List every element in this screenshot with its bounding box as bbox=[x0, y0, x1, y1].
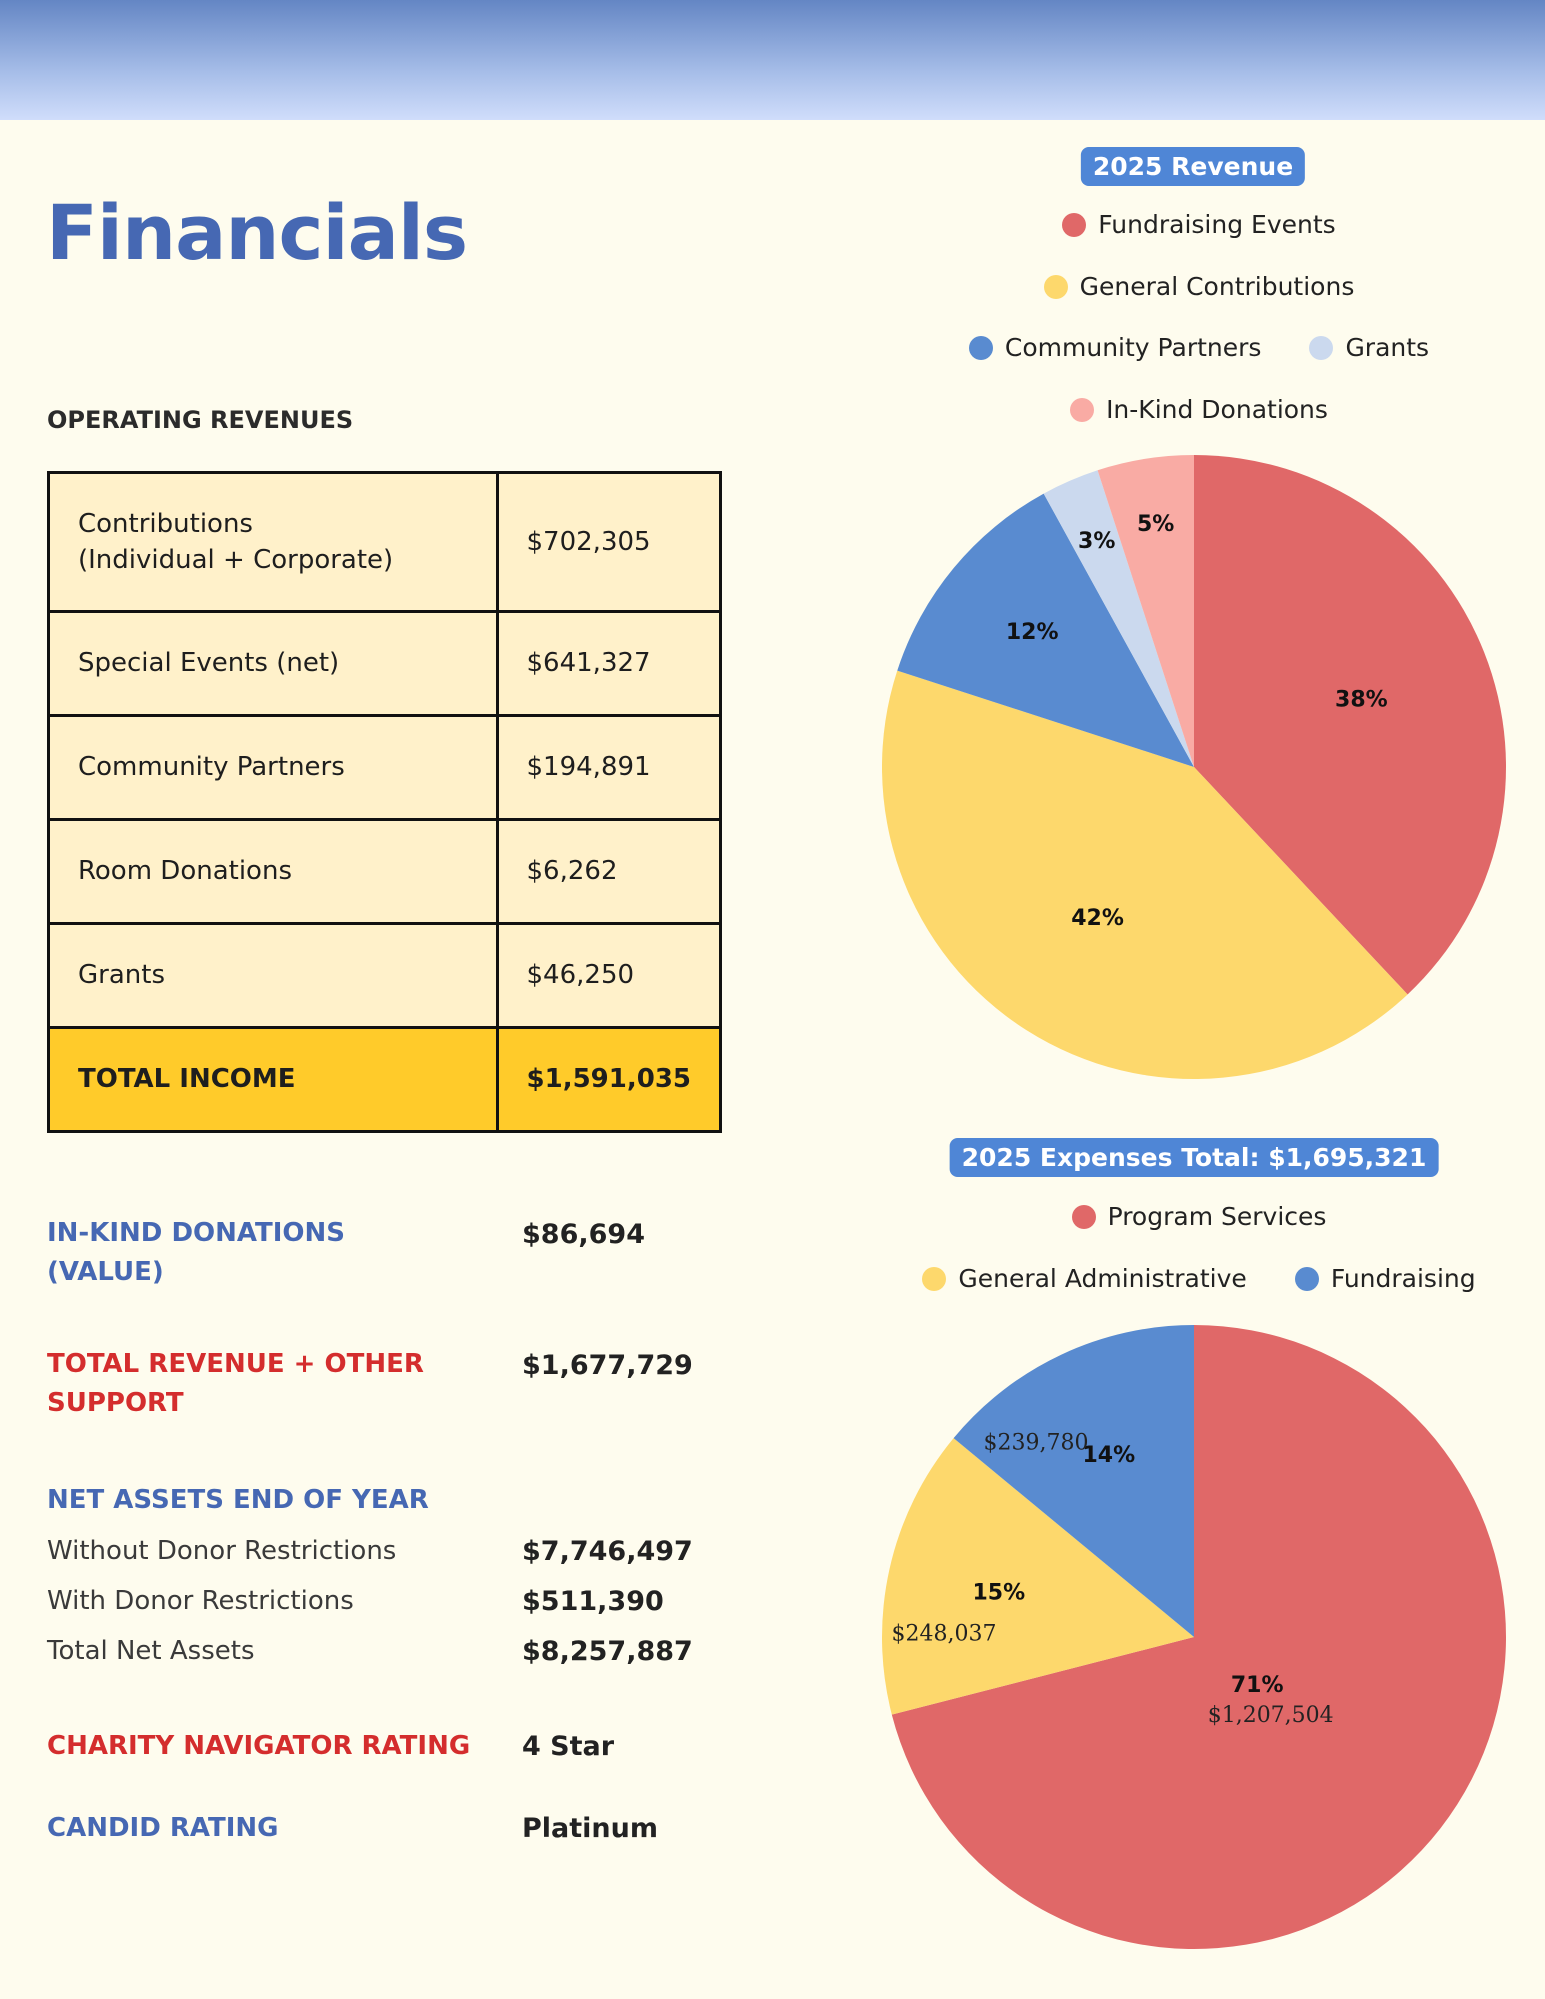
legend-item: Fundraising Events bbox=[1062, 210, 1336, 239]
net-assets-value: $511,390 bbox=[522, 1586, 664, 1617]
total-revenue-label: TOTAL REVENUE + OTHER SUPPORT bbox=[47, 1349, 424, 1418]
revenue-legend-row: Community Partners Grants bbox=[894, 333, 1504, 362]
pie-percent-label: 42% bbox=[1071, 906, 1124, 931]
row-label: Special Events (net) bbox=[47, 610, 499, 717]
legend-swatch bbox=[1043, 274, 1068, 299]
page-title: Financials bbox=[46, 188, 468, 277]
revenue-chart-title: 2025 Revenue bbox=[1080, 147, 1306, 186]
pie-slice bbox=[1043, 470, 1194, 767]
table-row: Room Donations $6,262 bbox=[47, 818, 723, 925]
legend-swatch bbox=[1294, 1266, 1319, 1291]
legend-item: Community Partners bbox=[968, 333, 1261, 362]
expenses-chart-title: 2025 Expenses Total: $1,695,321 bbox=[949, 1138, 1439, 1177]
candid-label: CANDID RATING bbox=[47, 1813, 279, 1843]
charity-navigator-label: CHARITY NAVIGATOR RATING bbox=[47, 1731, 471, 1761]
table-row: Special Events (net) $641,327 bbox=[47, 610, 723, 717]
net-assets-label: Total Net Assets bbox=[47, 1636, 255, 1666]
row-value: $194,891 bbox=[495, 714, 723, 821]
row-label: Room Donations bbox=[47, 818, 499, 925]
net-assets-label: With Donor Restrictions bbox=[47, 1586, 354, 1616]
pie-percent-label: 3% bbox=[1078, 529, 1115, 554]
pie-percent-label: 15% bbox=[972, 1580, 1025, 1605]
legend-swatch bbox=[968, 335, 993, 360]
legend-swatch bbox=[922, 1266, 947, 1291]
net-assets-heading: NET ASSETS END OF YEAR bbox=[47, 1485, 429, 1515]
pie-amount-label: $1,207,504 bbox=[1208, 1703, 1334, 1728]
legend-item: General Contributions bbox=[1043, 272, 1354, 301]
revenue-legend-row: General Contributions bbox=[894, 272, 1504, 301]
pie-percent-label: 5% bbox=[1137, 512, 1174, 537]
table-row: Community Partners $194,891 bbox=[47, 714, 723, 821]
revenue-legend-row: Fundraising Events bbox=[894, 210, 1504, 239]
table-row: Grants $46,250 bbox=[47, 922, 723, 1029]
legend-swatch bbox=[1309, 335, 1334, 360]
legend-swatch bbox=[1062, 212, 1087, 237]
legend-swatch bbox=[1070, 397, 1095, 422]
in-kind-value: $86,694 bbox=[522, 1219, 645, 1250]
pie-percent-label: 71% bbox=[1231, 1673, 1284, 1698]
row-value: $702,305 bbox=[495, 471, 723, 613]
legend-item: Fundraising bbox=[1294, 1264, 1476, 1293]
pie-amount-label: $248,037 bbox=[892, 1621, 997, 1646]
expenses-legend-row: General Administrative Fundraising bbox=[894, 1264, 1504, 1293]
legend-swatch bbox=[1071, 1204, 1096, 1229]
pie-slice bbox=[897, 493, 1194, 767]
net-assets-value: $7,746,497 bbox=[522, 1536, 693, 1567]
header-band bbox=[0, 0, 1545, 120]
table-row: Contributions (Individual + Corporate) $7… bbox=[47, 471, 723, 613]
pie-slice bbox=[953, 1325, 1194, 1637]
expenses-pie-chart: 71% $1,207,504 15% $248,037 14%$239,780 bbox=[882, 1325, 1507, 1949]
in-kind-label: IN-KIND DONATIONS (VALUE) bbox=[47, 1218, 345, 1287]
pie-amount-label: $239,780 bbox=[984, 1430, 1089, 1455]
expenses-legend-row: Program Services bbox=[894, 1202, 1504, 1231]
legend-item: In-Kind Donations bbox=[1070, 395, 1328, 424]
row-label: Contributions (Individual + Corporate) bbox=[47, 471, 499, 613]
operating-revenues-table: Contributions (Individual + Corporate) $7… bbox=[47, 471, 723, 1133]
revenue-pie-chart: 38% 42% 12% 3% 5% bbox=[881, 455, 1507, 1080]
pie-percent-label: 38% bbox=[1335, 688, 1388, 713]
operating-revenues-heading: OPERATING REVENUES bbox=[47, 406, 354, 434]
total-value: $1,591,035 bbox=[495, 1026, 723, 1133]
legend-item: Program Services bbox=[1071, 1202, 1326, 1231]
total-label: TOTAL INCOME bbox=[47, 1026, 499, 1133]
pie-percent-label: 12% bbox=[1006, 620, 1059, 645]
candid-value: Platinum bbox=[522, 1813, 659, 1844]
net-assets-label: Without Donor Restrictions bbox=[47, 1536, 397, 1566]
total-row: TOTAL INCOME $1,591,035 bbox=[47, 1026, 723, 1133]
pie-slice bbox=[1194, 455, 1507, 995]
total-revenue-value: $1,677,729 bbox=[522, 1350, 693, 1381]
revenue-legend-row: In-Kind Donations bbox=[894, 395, 1504, 424]
row-value: $6,262 bbox=[495, 818, 723, 925]
pie-percent-label: 14% bbox=[1083, 1443, 1136, 1468]
pie-slice bbox=[1097, 455, 1194, 767]
row-label: Community Partners bbox=[47, 714, 499, 821]
pie-slice bbox=[891, 1325, 1507, 1949]
row-label: Grants bbox=[47, 922, 499, 1029]
charity-navigator-value: 4 Star bbox=[522, 1731, 615, 1762]
legend-item: General Administrative bbox=[922, 1264, 1247, 1293]
pie-slice bbox=[882, 1438, 1194, 1715]
row-value: $641,327 bbox=[495, 610, 723, 717]
row-value: $46,250 bbox=[495, 922, 723, 1029]
legend-item: Grants bbox=[1309, 333, 1429, 362]
net-assets-value: $8,257,887 bbox=[522, 1636, 693, 1667]
pie-slice bbox=[881, 670, 1408, 1080]
